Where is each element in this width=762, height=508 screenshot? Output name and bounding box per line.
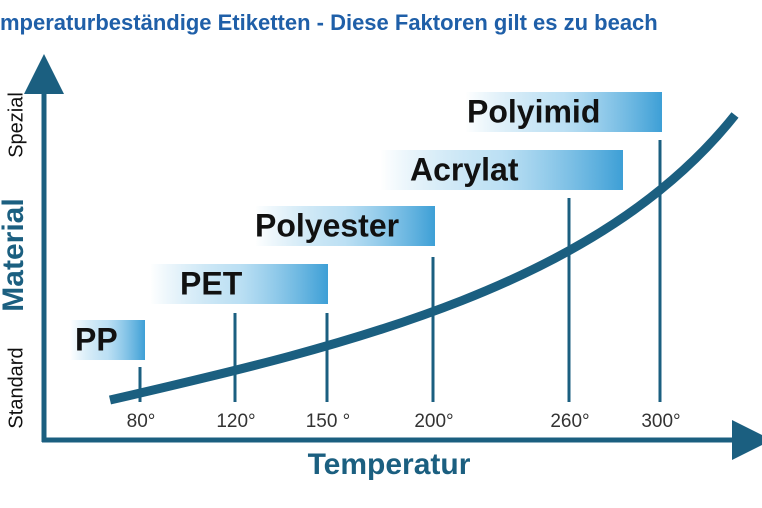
- temp-label: 80°: [127, 411, 156, 432]
- materials: PP PET Polyester Acrylat Polyimid 80° 120° 150 …: [70, 92, 681, 432]
- temp-label: 260°: [550, 411, 589, 432]
- material-label: PET: [180, 265, 243, 301]
- material-box: [150, 264, 328, 304]
- material-box: [465, 92, 662, 132]
- y-bottom-label: Standard: [5, 347, 27, 428]
- material-label: Polyimid: [467, 93, 600, 129]
- temp-label: 150 °: [306, 411, 351, 432]
- x-axis-label: Temperatur: [308, 448, 471, 481]
- title: mperaturbeständige Etiketten - Diese Fak…: [0, 10, 658, 35]
- material-label: Polyester: [255, 207, 399, 243]
- material-label: Acrylat: [410, 151, 519, 187]
- curve: [108, 112, 739, 405]
- material-box: [70, 320, 145, 360]
- temp-label: 200°: [414, 411, 453, 432]
- material-box: [255, 206, 435, 246]
- y-axis-label: Material: [0, 198, 30, 311]
- material-box: [380, 150, 623, 190]
- temp-label: 300°: [641, 411, 680, 432]
- temp-label: 120°: [216, 411, 255, 432]
- y-top-label: Spezial: [5, 92, 27, 158]
- material-label: PP: [75, 321, 118, 357]
